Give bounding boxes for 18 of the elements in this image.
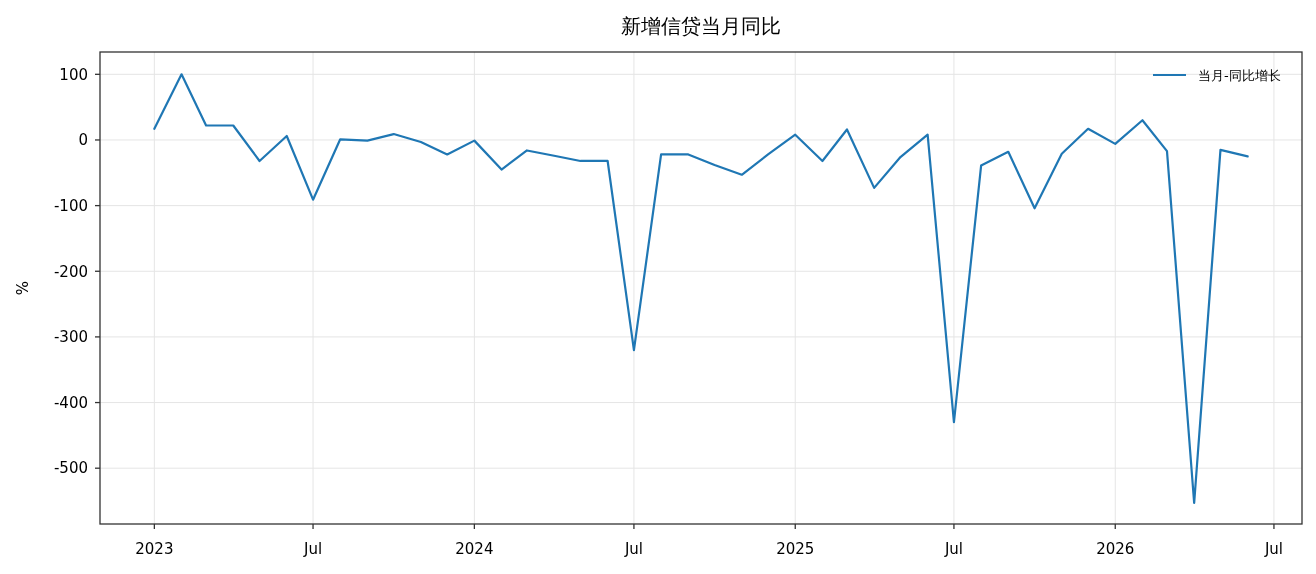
x-tick-label: Jul bbox=[302, 540, 323, 558]
x-tick-label: 2024 bbox=[455, 540, 494, 558]
x-tick-label: Jul bbox=[623, 540, 643, 558]
x-tick-label: Jul bbox=[1263, 540, 1283, 558]
y-tick-label: -100 bbox=[53, 196, 88, 215]
legend-label: 当月-同比增长 bbox=[1198, 67, 1281, 83]
x-tick-label: 2026 bbox=[1096, 540, 1135, 558]
x-tick-label: 2023 bbox=[135, 540, 174, 558]
y-tick-label: -500 bbox=[53, 459, 88, 478]
y-tick-label: -300 bbox=[53, 328, 88, 347]
y-tick-label: -400 bbox=[53, 393, 88, 412]
y-tick-label: 0 bbox=[78, 131, 88, 150]
chart-title: 新增信贷当月同比 bbox=[621, 14, 781, 38]
x-tick-label: Jul bbox=[943, 540, 963, 558]
y-axis-title: % bbox=[14, 280, 32, 296]
x-tick-label: 2025 bbox=[776, 540, 815, 558]
y-tick-label: -200 bbox=[53, 262, 88, 281]
y-tick-label: 100 bbox=[59, 65, 88, 84]
